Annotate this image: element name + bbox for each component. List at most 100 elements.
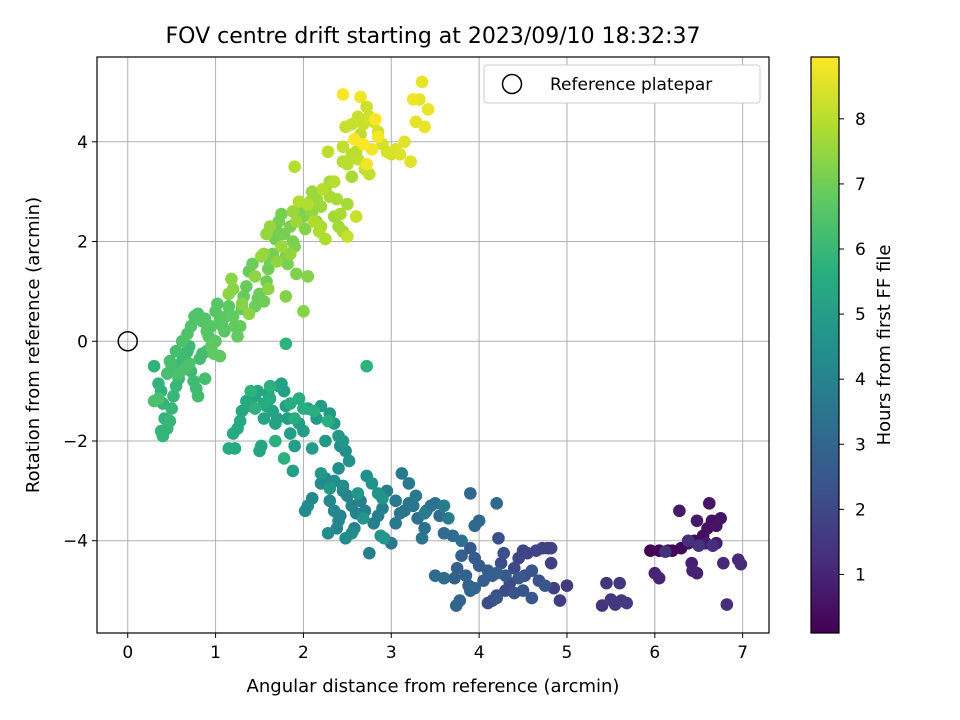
x-tick-label: 5: [562, 643, 573, 663]
y-tick-label: −4: [63, 532, 88, 552]
data-point: [260, 227, 273, 241]
data-point: [279, 290, 293, 303]
data-point: [681, 534, 695, 548]
data-point: [288, 412, 301, 425]
data-point: [507, 561, 521, 575]
data-point: [319, 434, 332, 448]
x-tick-label: 3: [386, 643, 397, 663]
data-points: [147, 75, 748, 612]
data-point: [449, 599, 463, 612]
data-point: [341, 157, 354, 171]
data-point: [290, 215, 303, 228]
data-point: [376, 492, 389, 505]
data-point: [363, 167, 376, 181]
data-point: [525, 564, 539, 577]
data-point: [402, 477, 416, 490]
data-point: [538, 579, 552, 592]
data-point: [415, 75, 429, 89]
chart-title: FOV centre drift starting at 2023/09/10 …: [166, 24, 701, 49]
data-point: [235, 404, 249, 418]
data-point: [321, 414, 335, 428]
x-tick-label: 0: [122, 643, 133, 663]
data-point: [321, 145, 335, 159]
data-point: [275, 207, 288, 221]
data-point: [231, 329, 244, 343]
data-point: [393, 147, 407, 161]
data-point: [492, 531, 505, 545]
grid-lines: [97, 57, 769, 633]
data-point: [360, 100, 373, 114]
data-point: [490, 591, 503, 605]
data-point: [321, 526, 335, 540]
data-point: [336, 140, 350, 154]
data-point: [314, 467, 328, 480]
data-point: [286, 464, 300, 478]
data-point: [404, 155, 417, 169]
legend-marker: [501, 73, 523, 95]
data-point: [292, 195, 306, 208]
data-point: [248, 402, 262, 415]
data-point: [160, 367, 174, 380]
data-point: [254, 250, 268, 263]
data-point: [261, 282, 275, 296]
data-point: [459, 569, 473, 582]
x-tick-label: 1: [210, 643, 221, 663]
data-point: [363, 546, 376, 560]
reference-marker-group: [117, 331, 138, 352]
data-point: [198, 372, 212, 385]
data-point: [275, 240, 288, 253]
data-point: [269, 417, 282, 430]
data-point: [706, 539, 720, 553]
data-point: [450, 561, 464, 575]
data-point: [277, 452, 291, 465]
data-point: [512, 551, 525, 565]
data-point: [437, 499, 451, 513]
data-point: [305, 442, 319, 455]
data-point: [393, 507, 407, 520]
data-point: [497, 546, 511, 560]
data-point: [269, 434, 282, 448]
data-point: [345, 499, 359, 513]
data-point: [298, 222, 312, 236]
data-point: [717, 556, 730, 570]
data-point: [279, 337, 293, 351]
data-point: [316, 182, 330, 196]
data-point: [371, 130, 385, 144]
data-point: [418, 507, 431, 520]
data-point: [644, 544, 657, 558]
data-point: [409, 489, 423, 503]
data-point: [455, 534, 468, 548]
data-point: [332, 462, 345, 475]
legend-label-reference-platepar: Reference platepar: [550, 75, 712, 95]
data-point: [211, 297, 224, 311]
data-point: [468, 581, 482, 595]
x-axis-label: Angular distance from reference (arcmin): [247, 676, 620, 697]
data-point: [377, 531, 391, 545]
data-point: [288, 439, 301, 453]
y-axis-ticks: −4 −2 0 2 4: [63, 133, 97, 552]
data-point: [297, 305, 310, 318]
data-point: [690, 514, 704, 528]
data-point: [314, 200, 328, 213]
y-tick-label: −2: [63, 432, 88, 452]
data-point: [182, 357, 196, 371]
data-point: [560, 579, 574, 592]
data-point: [490, 497, 503, 510]
data-point: [336, 88, 350, 101]
data-point: [257, 412, 271, 425]
x-axis-ticks: 0 1 2 3 4 5 6 7: [122, 633, 748, 663]
colorbar-tick-label: 3: [855, 435, 866, 455]
data-point: [281, 257, 294, 271]
x-tick-label: 7: [737, 643, 748, 663]
data-point: [283, 427, 297, 440]
data-point: [686, 564, 699, 577]
data-point: [298, 504, 312, 518]
data-point: [213, 349, 227, 363]
data-point: [421, 103, 435, 116]
data-point: [356, 137, 370, 151]
data-point: [163, 354, 177, 368]
data-point: [235, 297, 249, 311]
data-point: [455, 549, 468, 563]
data-point: [225, 272, 238, 286]
